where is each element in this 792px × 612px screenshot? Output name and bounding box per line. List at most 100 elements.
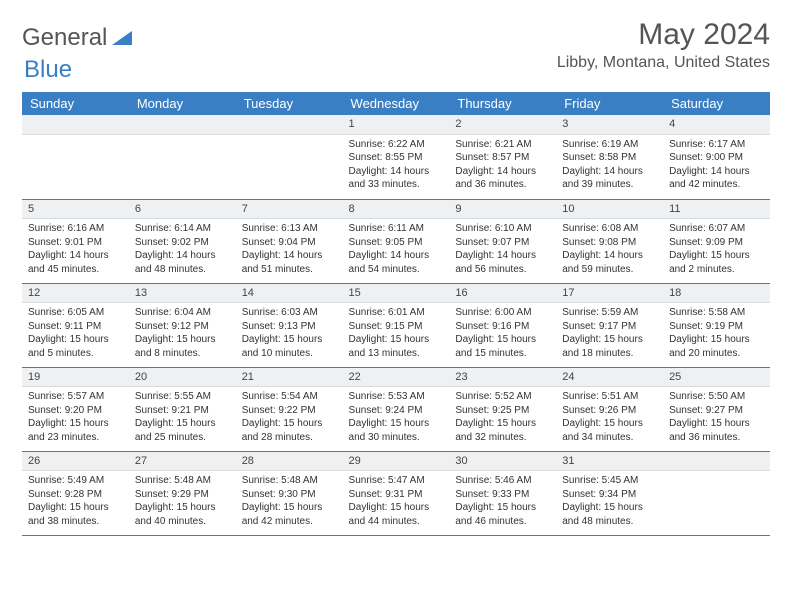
day-body: Sunrise: 5:45 AMSunset: 9:34 PMDaylight:… xyxy=(556,471,663,532)
day-number: 26 xyxy=(22,452,129,472)
sunset-line: Sunset: 9:07 PM xyxy=(455,236,550,250)
sunset-line: Sunset: 9:00 PM xyxy=(669,151,764,165)
location: Libby, Montana, United States xyxy=(557,54,770,72)
calendar-day: 6Sunrise: 6:14 AMSunset: 9:02 PMDaylight… xyxy=(129,199,236,283)
day-number xyxy=(129,115,236,135)
calendar-day: 19Sunrise: 5:57 AMSunset: 9:20 PMDayligh… xyxy=(22,367,129,451)
daylight-line: Daylight: 15 hours and 18 minutes. xyxy=(562,333,657,360)
day-body: Sunrise: 6:07 AMSunset: 9:09 PMDaylight:… xyxy=(663,219,770,280)
calendar-day: 9Sunrise: 6:10 AMSunset: 9:07 PMDaylight… xyxy=(449,199,556,283)
day-number: 17 xyxy=(556,284,663,304)
day-number: 13 xyxy=(129,284,236,304)
day-body xyxy=(236,135,343,142)
day-body: Sunrise: 6:10 AMSunset: 9:07 PMDaylight:… xyxy=(449,219,556,280)
daylight-line: Daylight: 15 hours and 10 minutes. xyxy=(242,333,337,360)
sunset-line: Sunset: 9:34 PM xyxy=(562,488,657,502)
sunset-line: Sunset: 9:16 PM xyxy=(455,320,550,334)
sunset-line: Sunset: 9:26 PM xyxy=(562,404,657,418)
day-number: 27 xyxy=(129,452,236,472)
sunrise-line: Sunrise: 5:54 AM xyxy=(242,390,337,404)
daylight-line: Daylight: 15 hours and 38 minutes. xyxy=(28,501,123,528)
day-number: 29 xyxy=(343,452,450,472)
sunset-line: Sunset: 9:08 PM xyxy=(562,236,657,250)
sunset-line: Sunset: 9:20 PM xyxy=(28,404,123,418)
sunrise-line: Sunrise: 5:50 AM xyxy=(669,390,764,404)
daylight-line: Daylight: 14 hours and 59 minutes. xyxy=(562,249,657,276)
calendar-day: 21Sunrise: 5:54 AMSunset: 9:22 PMDayligh… xyxy=(236,367,343,451)
daylight-line: Daylight: 14 hours and 45 minutes. xyxy=(28,249,123,276)
calendar-day: 16Sunrise: 6:00 AMSunset: 9:16 PMDayligh… xyxy=(449,283,556,367)
sunrise-line: Sunrise: 6:19 AM xyxy=(562,138,657,152)
daylight-line: Daylight: 15 hours and 20 minutes. xyxy=(669,333,764,360)
sunrise-line: Sunrise: 6:21 AM xyxy=(455,138,550,152)
calendar-table: SundayMondayTuesdayWednesdayThursdayFrid… xyxy=(22,92,770,536)
day-body: Sunrise: 6:03 AMSunset: 9:13 PMDaylight:… xyxy=(236,303,343,364)
calendar-day: 8Sunrise: 6:11 AMSunset: 9:05 PMDaylight… xyxy=(343,199,450,283)
calendar-day: 17 Sunrise: 5:59 AMSunset: 9:17 PMDayligh… xyxy=(556,283,663,367)
day-number: 5 xyxy=(22,200,129,220)
weekday-header: Wednesday xyxy=(343,92,450,115)
daylight-line: Daylight: 15 hours and 46 minutes. xyxy=(455,501,550,528)
calendar-day xyxy=(22,115,129,199)
sunset-line: Sunset: 9:22 PM xyxy=(242,404,337,418)
day-body: Sunrise: 6:00 AMSunset: 9:16 PMDaylight:… xyxy=(449,303,556,364)
day-body: Sunrise: 5:48 AMSunset: 9:30 PMDaylight:… xyxy=(236,471,343,532)
sunset-line: Sunset: 8:55 PM xyxy=(349,151,444,165)
sunset-line: Sunset: 9:21 PM xyxy=(135,404,230,418)
sunrise-line: Sunrise: 6:05 AM xyxy=(28,306,123,320)
weekday-header: Thursday xyxy=(449,92,556,115)
calendar-day: 12Sunrise: 6:05 AMSunset: 9:11 PMDayligh… xyxy=(22,283,129,367)
sunrise-line: Sunrise: 5:55 AM xyxy=(135,390,230,404)
calendar-day: 11Sunrise: 6:07 AMSunset: 9:09 PMDayligh… xyxy=(663,199,770,283)
calendar-day: 2Sunrise: 6:21 AMSunset: 8:57 PMDaylight… xyxy=(449,115,556,199)
daylight-line: Daylight: 15 hours and 5 minutes. xyxy=(28,333,123,360)
day-body: Sunrise: 5:55 AMSunset: 9:21 PMDaylight:… xyxy=(129,387,236,448)
sunrise-line: Sunrise: 6:14 AM xyxy=(135,222,230,236)
sunset-line: Sunset: 9:30 PM xyxy=(242,488,337,502)
day-number: 31 xyxy=(556,452,663,472)
calendar-day: 26 Sunrise: 5:49 AMSunset: 9:28 PMDayligh… xyxy=(22,451,129,535)
day-number: 8 xyxy=(343,200,450,220)
sunset-line: Sunset: 9:09 PM xyxy=(669,236,764,250)
calendar-head: SundayMondayTuesdayWednesdayThursdayFrid… xyxy=(22,92,770,115)
day-number xyxy=(663,452,770,472)
day-body: Sunrise: 6:04 AMSunset: 9:12 PMDaylight:… xyxy=(129,303,236,364)
day-body: Sunrise: 6:08 AMSunset: 9:08 PMDaylight:… xyxy=(556,219,663,280)
calendar-day xyxy=(129,115,236,199)
day-number: 16 xyxy=(449,284,556,304)
day-number: 15 xyxy=(343,284,450,304)
day-body: Sunrise: 5:48 AMSunset: 9:29 PMDaylight:… xyxy=(129,471,236,532)
sunrise-line: Sunrise: 6:03 AM xyxy=(242,306,337,320)
weekday-header: Friday xyxy=(556,92,663,115)
sunset-line: Sunset: 9:25 PM xyxy=(455,404,550,418)
sunrise-line: Sunrise: 5:59 AM xyxy=(562,306,657,320)
daylight-line: Daylight: 14 hours and 42 minutes. xyxy=(669,165,764,192)
daylight-line: Daylight: 14 hours and 51 minutes. xyxy=(242,249,337,276)
calendar-week: 12Sunrise: 6:05 AMSunset: 9:11 PMDayligh… xyxy=(22,283,770,367)
day-number: 14 xyxy=(236,284,343,304)
sunset-line: Sunset: 9:28 PM xyxy=(28,488,123,502)
day-body: Sunrise: 6:14 AMSunset: 9:02 PMDaylight:… xyxy=(129,219,236,280)
day-number: 20 xyxy=(129,368,236,388)
sunset-line: Sunset: 9:31 PM xyxy=(349,488,444,502)
day-number: 7 xyxy=(236,200,343,220)
day-body: Sunrise: 6:19 AMSunset: 8:58 PMDaylight:… xyxy=(556,135,663,196)
sunrise-line: Sunrise: 5:49 AM xyxy=(28,474,123,488)
day-number: 22 xyxy=(343,368,450,388)
daylight-line: Daylight: 15 hours and 32 minutes. xyxy=(455,417,550,444)
sunrise-line: Sunrise: 6:01 AM xyxy=(349,306,444,320)
day-number: 18 xyxy=(663,284,770,304)
logo-text-a: General xyxy=(22,24,107,52)
sunset-line: Sunset: 9:17 PM xyxy=(562,320,657,334)
day-body: Sunrise: 6:05 AMSunset: 9:11 PMDaylight:… xyxy=(22,303,129,364)
sunset-line: Sunset: 9:15 PM xyxy=(349,320,444,334)
calendar-day: 4Sunrise: 6:17 AMSunset: 9:00 PMDaylight… xyxy=(663,115,770,199)
daylight-line: Daylight: 15 hours and 13 minutes. xyxy=(349,333,444,360)
daylight-line: Daylight: 15 hours and 48 minutes. xyxy=(562,501,657,528)
weekday-header: Monday xyxy=(129,92,236,115)
day-number: 23 xyxy=(449,368,556,388)
sunrise-line: Sunrise: 5:45 AM xyxy=(562,474,657,488)
day-number xyxy=(22,115,129,135)
sunrise-line: Sunrise: 5:52 AM xyxy=(455,390,550,404)
sunrise-line: Sunrise: 5:46 AM xyxy=(455,474,550,488)
